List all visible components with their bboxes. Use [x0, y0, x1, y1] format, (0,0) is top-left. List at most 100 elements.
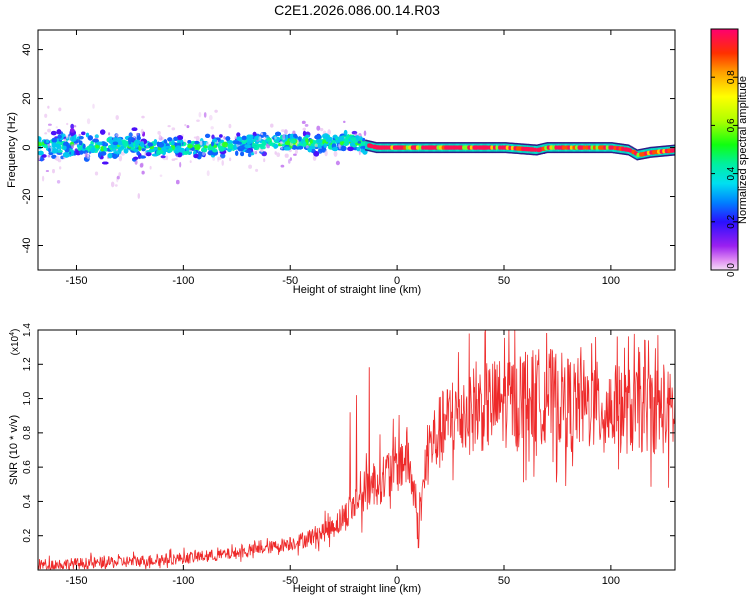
heatmap-cell	[123, 148, 129, 154]
heatmap-cell	[78, 136, 84, 140]
heatmap-cell	[136, 132, 140, 136]
heatmap-cell	[163, 158, 167, 161]
spectrogram-frame	[37, 29, 676, 271]
heatmap-cell	[86, 118, 91, 125]
heatmap-cell	[78, 133, 81, 137]
spectrogram-x-label: Height of straight line (km)	[293, 284, 421, 296]
heatmap-cell	[217, 156, 222, 161]
heatmap-cell	[98, 152, 102, 158]
heatmap-cell	[357, 140, 362, 144]
heatmap-cell	[469, 145, 473, 150]
heatmap-cell	[302, 127, 306, 131]
heatmap-cell	[316, 138, 323, 144]
heatmap-cell	[343, 120, 346, 123]
heatmap-cell	[234, 135, 237, 139]
heatmap-cell	[71, 143, 74, 149]
heatmap-cell	[226, 140, 233, 144]
heatmap-cell	[276, 152, 281, 157]
heatmap-cell	[186, 125, 190, 129]
heatmap-cell	[107, 153, 113, 159]
heatmap-cell	[320, 128, 324, 132]
heatmap-cell	[212, 139, 216, 143]
heatmap-cell	[175, 145, 182, 151]
heatmap-cell	[293, 153, 297, 156]
x-tick-label: -150	[65, 575, 87, 587]
heatmap-cell	[187, 144, 193, 149]
heatmap-cell	[240, 151, 245, 157]
heatmap-cell	[274, 136, 277, 140]
heatmap-cell	[54, 157, 57, 161]
heatmap-cell	[562, 145, 566, 150]
heatmap-cell	[128, 144, 132, 148]
heatmap-cell	[115, 115, 119, 120]
heatmap-cell	[112, 137, 119, 142]
heatmap-cell	[220, 153, 226, 159]
heatmap-cell	[158, 134, 162, 139]
heatmap-cell	[202, 151, 206, 156]
heatmap-cell	[592, 145, 597, 150]
heatmap-cell	[103, 145, 107, 151]
heatmap-cell	[253, 145, 260, 151]
heatmap-cell	[94, 134, 99, 139]
heatmap-cell	[223, 136, 226, 140]
heatmap-cell	[508, 145, 512, 151]
heatmap-cell	[567, 145, 571, 150]
heatmap-cell	[418, 145, 422, 150]
heatmap-cell	[335, 160, 340, 166]
heatmap-cell	[144, 151, 147, 157]
heatmap-cell	[312, 155, 317, 161]
heatmap-cell	[114, 184, 118, 187]
heatmap-cell	[290, 139, 296, 144]
heatmap-cell	[356, 146, 361, 152]
heatmap-cell	[123, 140, 129, 147]
heatmap-cell	[136, 135, 141, 141]
heatmap-cell	[171, 158, 176, 161]
x-tick-label: 100	[602, 275, 620, 287]
y-tick-label: 0.8	[22, 426, 33, 440]
heatmap-cell	[207, 150, 214, 156]
heatmap-cell	[325, 136, 332, 142]
heatmap-cell	[78, 140, 83, 146]
heatmap-cell	[237, 145, 245, 152]
heatmap-cell	[273, 143, 279, 149]
heatmap-cell	[157, 150, 164, 154]
heatmap-cell	[672, 148, 675, 153]
heatmap-cell	[118, 147, 122, 154]
heatmap-cell	[44, 113, 48, 118]
heatmap-cell	[182, 151, 189, 155]
heatmap-cell	[55, 126, 58, 129]
heatmap-cell	[421, 145, 425, 150]
heatmap-cell	[87, 153, 90, 160]
heatmap-cell	[133, 156, 139, 160]
heatmap-cell	[275, 131, 281, 136]
heatmap-cell	[48, 148, 51, 152]
heatmap-cell	[62, 141, 69, 147]
heatmap-cell	[51, 142, 57, 149]
heatmap-cell	[610, 145, 615, 150]
snr-y-axis: 0.2 0.4 0.6 0.8 1.0 1.2 1.4	[22, 323, 675, 543]
heatmap-cell	[474, 145, 479, 150]
heatmap-cell	[343, 138, 349, 143]
figure-title: C2E1.2026.086.00.14.R03	[274, 2, 440, 18]
heatmap-cell	[340, 145, 347, 152]
heatmap-cell	[283, 146, 291, 151]
heatmap-cell	[587, 145, 592, 150]
heatmap-cell	[317, 143, 322, 149]
heatmap-cell	[87, 135, 93, 141]
heatmap-cell	[314, 134, 322, 140]
heatmap-cell	[73, 125, 77, 128]
heatmap-cell	[176, 135, 183, 141]
heatmap-cell	[120, 145, 125, 150]
heatmap-cell	[38, 142, 42, 147]
heatmap-cell	[255, 168, 259, 172]
heatmap-cell	[220, 139, 224, 143]
snr-series-line	[38, 330, 675, 570]
heatmap-cell	[165, 155, 169, 161]
heatmap-cell	[636, 152, 640, 158]
heatmap-cell	[280, 129, 285, 133]
heatmap-cell	[92, 138, 99, 143]
heatmap-cell	[225, 136, 231, 142]
heatmap-cell	[59, 166, 62, 170]
heatmap-cell	[228, 123, 232, 129]
heatmap-cell	[198, 111, 202, 118]
